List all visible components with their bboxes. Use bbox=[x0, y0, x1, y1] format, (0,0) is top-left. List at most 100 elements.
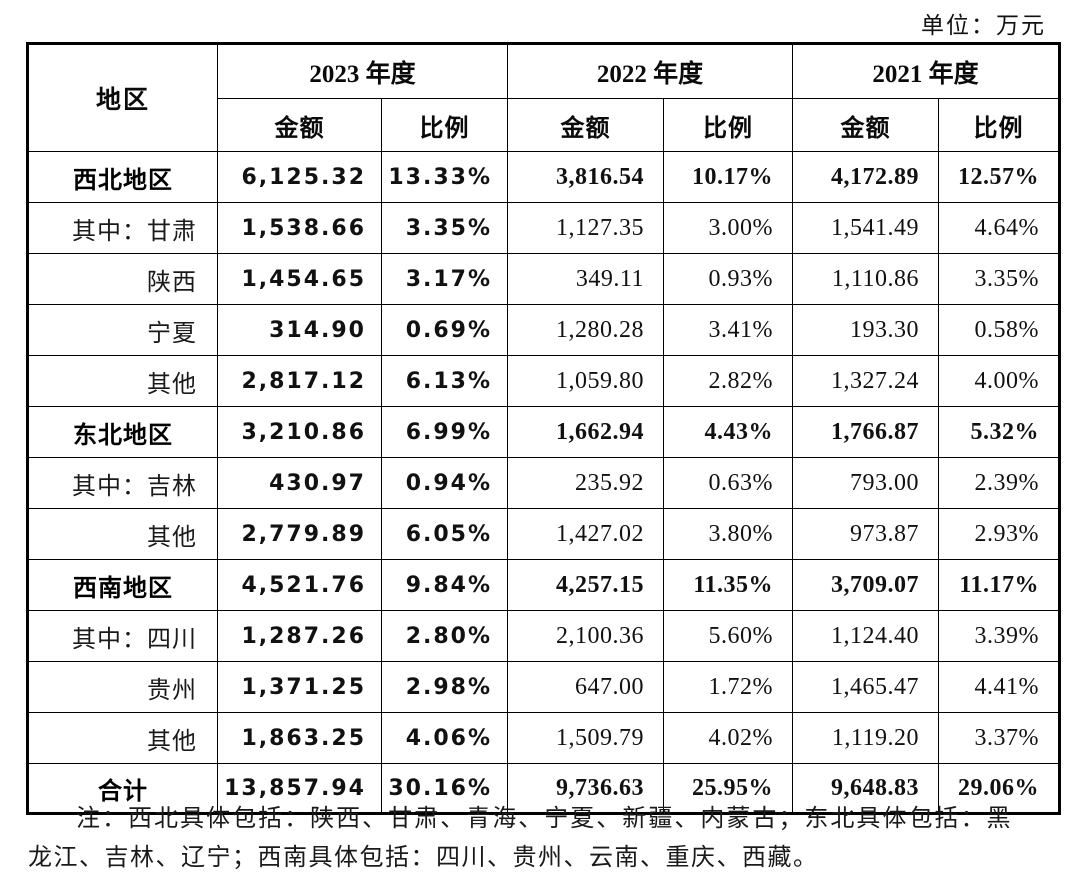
amount-cell: 1,127.35 bbox=[507, 202, 665, 254]
ratio-cell: 0.58% bbox=[938, 304, 1061, 356]
ratio-cell: 12.57% bbox=[938, 151, 1061, 203]
amount-cell: 1,863.25 bbox=[217, 712, 382, 764]
ratio-cell: 6.99% bbox=[380, 406, 509, 458]
amount-cell: 193.30 bbox=[792, 304, 940, 356]
header-year-2021: 2021 年度 bbox=[792, 43, 1061, 99]
footnote: 注：西北具体包括：陕西、甘肃、青海、宁夏、新疆、内蒙古；东北具体包括：黑龙江、吉… bbox=[28, 806, 1012, 871]
ratio-cell: 3.80% bbox=[663, 508, 794, 560]
header-ratio-2021: 比例 bbox=[938, 98, 1061, 152]
amount-cell: 973.87 bbox=[792, 508, 940, 560]
ratio-cell: 2.93% bbox=[938, 508, 1061, 560]
ratio-cell: 13.33% bbox=[380, 151, 509, 203]
amount-cell: 1,465.47 bbox=[792, 661, 940, 713]
header-year-2022: 2022 年度 bbox=[507, 43, 794, 99]
amount-cell: 1,538.66 bbox=[217, 202, 382, 254]
region-label: 贵州 bbox=[27, 661, 218, 713]
header-ratio-2022: 比例 bbox=[663, 98, 794, 152]
amount-cell: 1,766.87 bbox=[792, 406, 940, 458]
amount-cell: 1,059.80 bbox=[507, 355, 665, 407]
ratio-cell: 0.69% bbox=[380, 304, 509, 356]
amount-cell: 1,541.49 bbox=[792, 202, 940, 254]
ratio-cell: 25.95% bbox=[663, 763, 794, 814]
ratio-cell: 3.35% bbox=[938, 253, 1061, 305]
amount-cell: 1,124.40 bbox=[792, 610, 940, 662]
ratio-cell: 3.35% bbox=[380, 202, 509, 254]
regional-revenue-table: 地区 2023 年度 2022 年度 2021 年度 金额 比例 金额 比例 金… bbox=[26, 42, 1062, 815]
ratio-cell: 1.72% bbox=[663, 661, 794, 713]
table-row: 合计 13,857.94 30.16% 9,736.63 25.95% 9,648.83 2… bbox=[27, 763, 1061, 814]
unit-label: 单位：万元 bbox=[921, 13, 1046, 38]
ratio-cell: 2.98% bbox=[380, 661, 509, 713]
year-header-row: 地区 2023 年度 2022 年度 2021 年度 bbox=[27, 43, 1061, 152]
amount-cell: 4,521.76 bbox=[217, 559, 382, 611]
amount-cell: 1,280.28 bbox=[507, 304, 665, 356]
table-row: 其中：四川 1,287.26 2.80% 2,100.36 5.60% 1,124.40 3… bbox=[27, 610, 1061, 662]
amount-cell: 6,125.32 bbox=[217, 151, 382, 203]
table-row: 其他 1,863.25 4.06% 1,509.79 4.02% 1,119.20 3.37… bbox=[27, 712, 1061, 764]
ratio-cell: 3.39% bbox=[938, 610, 1061, 662]
ratio-cell: 5.32% bbox=[938, 406, 1061, 458]
table-row: 宁夏 314.90 0.69% 1,280.28 3.41% 193.30 0.58% bbox=[27, 304, 1061, 356]
header-region: 地区 bbox=[27, 43, 218, 152]
ratio-cell: 6.13% bbox=[380, 355, 509, 407]
region-label: 其他 bbox=[27, 712, 218, 764]
ratio-cell: 0.93% bbox=[663, 253, 794, 305]
ratio-cell: 2.39% bbox=[938, 457, 1061, 509]
amount-cell: 3,709.07 bbox=[792, 559, 940, 611]
header-amount-2023: 金额 bbox=[217, 98, 382, 152]
region-label: 西南地区 bbox=[27, 559, 218, 611]
subheader-row: 金额 比例 金额 比例 金额 比例 bbox=[28, 98, 1061, 152]
region-label: 其中：甘肃 bbox=[27, 202, 218, 254]
header-amount-2021: 金额 bbox=[792, 98, 940, 152]
table-row: 其中：甘肃 1,538.66 3.35% 1,127.35 3.00% 1,541.49 4… bbox=[27, 202, 1061, 254]
amount-cell: 1,327.24 bbox=[792, 355, 940, 407]
amount-cell: 235.92 bbox=[507, 457, 665, 509]
ratio-cell: 3.37% bbox=[938, 712, 1061, 764]
ratio-cell: 3.41% bbox=[663, 304, 794, 356]
table-row: 陕西 1,454.65 3.17% 349.11 0.93% 1,110.86 3.35% bbox=[27, 253, 1061, 305]
amount-cell: 4,172.89 bbox=[792, 151, 940, 203]
amount-cell: 13,857.94 bbox=[217, 763, 382, 814]
table-row: 其他 2,779.89 6.05% 1,427.02 3.80% 973.87 2.93% bbox=[27, 508, 1061, 560]
table-row: 西南地区 4,521.76 9.84% 4,257.15 11.35% 3,709.07 1… bbox=[27, 559, 1061, 611]
ratio-cell: 2.80% bbox=[380, 610, 509, 662]
amount-cell: 349.11 bbox=[507, 253, 665, 305]
ratio-cell: 9.84% bbox=[380, 559, 509, 611]
amount-cell: 3,210.86 bbox=[217, 406, 382, 458]
amount-cell: 9,736.63 bbox=[507, 763, 665, 814]
amount-cell: 2,100.36 bbox=[507, 610, 665, 662]
ratio-cell: 30.16% bbox=[380, 763, 509, 814]
region-label: 陕西 bbox=[27, 253, 218, 305]
ratio-cell: 29.06% bbox=[938, 763, 1061, 814]
region-label: 宁夏 bbox=[27, 304, 218, 356]
amount-cell: 647.00 bbox=[507, 661, 665, 713]
ratio-cell: 3.17% bbox=[380, 253, 509, 305]
amount-cell: 3,816.54 bbox=[507, 151, 665, 203]
amount-cell: 2,779.89 bbox=[217, 508, 382, 560]
ratio-cell: 11.17% bbox=[938, 559, 1061, 611]
table-row: 贵州 1,371.25 2.98% 647.00 1.72% 1,465.47 4.41% bbox=[27, 661, 1061, 713]
table-body: 西北地区 6,125.32 13.33% 3,816.54 10.17% 4,172.89… bbox=[27, 151, 1061, 814]
amount-cell: 793.00 bbox=[792, 457, 940, 509]
amount-cell: 4,257.15 bbox=[507, 559, 665, 611]
amount-cell: 2,817.12 bbox=[217, 355, 382, 407]
amount-cell: 1,454.65 bbox=[217, 253, 382, 305]
ratio-cell: 4.02% bbox=[663, 712, 794, 764]
ratio-cell: 4.41% bbox=[938, 661, 1061, 713]
amount-cell: 1,371.25 bbox=[217, 661, 382, 713]
amount-cell: 1,119.20 bbox=[792, 712, 940, 764]
table-row: 其他 2,817.12 6.13% 1,059.80 2.82% 1,327.24 4.00… bbox=[27, 355, 1061, 407]
ratio-cell: 0.94% bbox=[380, 457, 509, 509]
amount-cell: 1,662.94 bbox=[507, 406, 665, 458]
amount-cell: 430.97 bbox=[217, 457, 382, 509]
amount-cell: 1,509.79 bbox=[507, 712, 665, 764]
amount-cell: 9,648.83 bbox=[792, 763, 940, 814]
table-row: 西北地区 6,125.32 13.33% 3,816.54 10.17% 4,172.89… bbox=[27, 151, 1061, 203]
region-label: 合计 bbox=[27, 763, 218, 814]
amount-cell: 1,287.26 bbox=[217, 610, 382, 662]
ratio-cell: 5.60% bbox=[663, 610, 794, 662]
region-label: 其中：吉林 bbox=[27, 457, 218, 509]
ratio-cell: 4.64% bbox=[938, 202, 1061, 254]
ratio-cell: 10.17% bbox=[663, 151, 794, 203]
